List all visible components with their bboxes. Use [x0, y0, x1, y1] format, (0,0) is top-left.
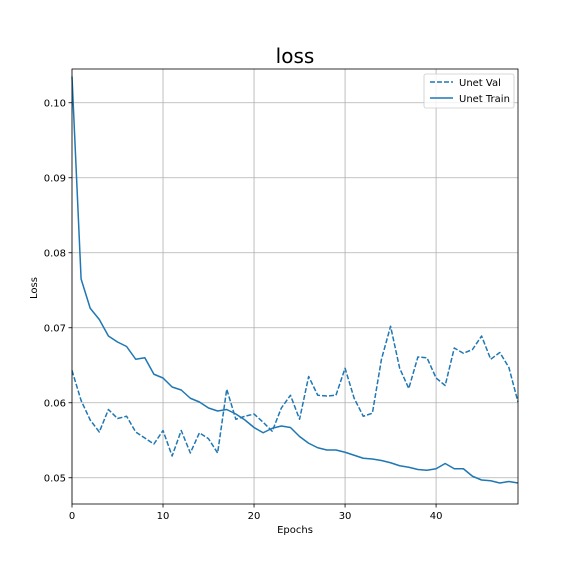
x-tick-label: 40 [430, 511, 443, 522]
x-tick-label: 0 [69, 511, 75, 522]
y-tick-label: 0.08 [44, 248, 66, 259]
y-tick-label: 0.05 [44, 473, 66, 484]
legend-label-unet-train: Unet Train [459, 94, 510, 105]
y-tick-label: 0.09 [44, 173, 66, 184]
x-tick-label: 30 [339, 511, 352, 522]
x-tick-label: 10 [157, 511, 170, 522]
y-axis-label: Loss [29, 277, 40, 299]
legend-label-unet-val: Unet Val [459, 78, 501, 89]
x-tick-label: 20 [248, 511, 261, 522]
x-axis-label: Epochs [277, 525, 313, 536]
y-tick-label: 0.10 [44, 98, 66, 109]
y-tick-label: 0.07 [44, 323, 66, 334]
y-tick-label: 0.06 [44, 398, 66, 409]
chart-title: loss [276, 44, 315, 68]
legend: Unet Val Unet Train [424, 74, 514, 108]
